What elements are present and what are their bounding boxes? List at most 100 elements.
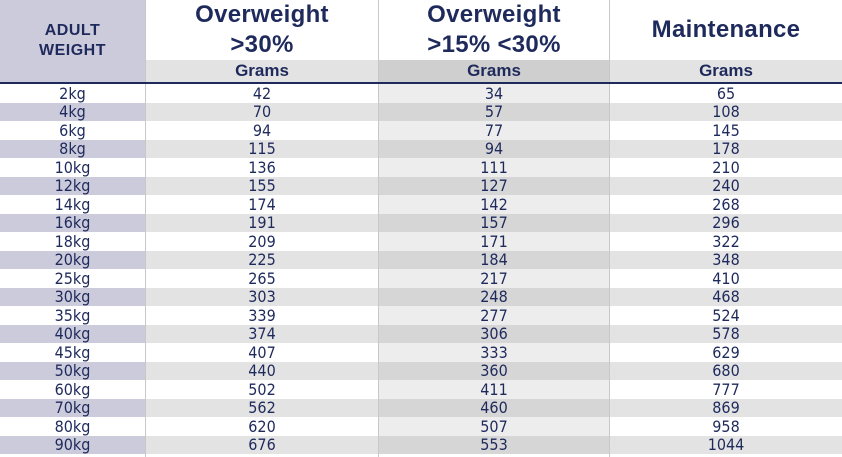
maintenance-cell: 108 [610,102,842,121]
overweight-15-30-cell: 306 [379,324,609,343]
column-divider [378,0,379,457]
weight-cell: 40kg [0,324,145,343]
overweight-15-30-unit: Grams [379,60,609,82]
maintenance-header-line1: Maintenance [651,16,801,43]
overweight-30-cell: 42 [146,84,378,103]
table-row: 90kg 676 553 1044 [0,435,842,454]
weight-cell: 60kg [0,380,145,399]
overweight-15-30-header-line1: Overweight [427,1,561,28]
header-divider [0,82,842,84]
overweight-15-30-cell: 460 [379,398,609,417]
overweight-15-30-cell: 184 [379,250,609,269]
table-row: 14kg 174 142 268 [0,195,842,214]
table-row: 4kg 70 57 108 [0,102,842,121]
column-divider [145,0,146,457]
overweight-30-cell: 407 [146,343,378,362]
maintenance-cell: 629 [610,343,842,362]
overweight-30-cell: 502 [146,380,378,399]
overweight-15-30-cell: 277 [379,306,609,325]
overweight-15-30-cell: 507 [379,417,609,436]
overweight-15-30-cell: 57 [379,102,609,121]
weight-cell: 80kg [0,417,145,436]
weight-cell: 50kg [0,361,145,380]
maintenance-cell: 65 [610,84,842,103]
overweight-30-header-line1: Overweight [195,1,329,28]
adult-weight-header-line1: ADULT [44,22,101,39]
table-row: 12kg 155 127 240 [0,176,842,195]
overweight-15-30-cell: 77 [379,121,609,140]
overweight-15-30-cell: 142 [379,195,609,214]
adult-weight-header: ADULT WEIGHT [0,0,145,82]
table-row: 30kg 303 248 468 [0,287,842,306]
weight-cell: 10kg [0,158,145,177]
weight-cell: 25kg [0,269,145,288]
overweight-15-30-cell: 333 [379,343,609,362]
weight-cell: 30kg [0,287,145,306]
overweight-15-30-cell: 360 [379,361,609,380]
overweight-30-unit: Grams [146,60,378,82]
weight-cell: 35kg [0,306,145,325]
overweight-30-cell: 440 [146,361,378,380]
overweight-30-cell: 94 [146,121,378,140]
maintenance-cell: 680 [610,361,842,380]
table-row: 80kg 620 507 958 [0,417,842,436]
weight-cell: 90kg [0,435,145,454]
overweight-30-cell: 265 [146,269,378,288]
overweight-30-cell: 115 [146,139,378,158]
overweight-30-cell: 209 [146,232,378,251]
overweight-30-cell: 374 [146,324,378,343]
overweight-30-cell: 174 [146,195,378,214]
table-row: 6kg 94 77 145 [0,121,842,140]
overweight-15-30-cell: 411 [379,380,609,399]
table-row: 40kg 374 306 578 [0,324,842,343]
overweight-30-header-line2: >30% [230,31,294,58]
overweight-15-30-header-line2: >15% <30% [427,31,561,58]
weight-cell: 20kg [0,250,145,269]
table-row: 35kg 339 277 524 [0,306,842,325]
table-row: 20kg 225 184 348 [0,250,842,269]
maintenance-cell: 777 [610,380,842,399]
overweight-30-cell: 70 [146,102,378,121]
maintenance-cell: 869 [610,398,842,417]
maintenance-cell: 410 [610,269,842,288]
maintenance-cell: 322 [610,232,842,251]
overweight-30-cell: 191 [146,213,378,232]
weight-cell: 16kg [0,213,145,232]
weight-cell: 4kg [0,102,145,121]
overweight-15-30-cell: 217 [379,269,609,288]
maintenance-cell: 268 [610,195,842,214]
maintenance-cell: 145 [610,121,842,140]
table-row: 16kg 191 157 296 [0,213,842,232]
table-row: 10kg 136 111 210 [0,158,842,177]
overweight-15-30-cell: 34 [379,84,609,103]
overweight-30-header: Overweight >30% [146,0,378,60]
maintenance-cell: 578 [610,324,842,343]
overweight-30-cell: 225 [146,250,378,269]
maintenance-cell: 240 [610,176,842,195]
weight-cell: 8kg [0,139,145,158]
weight-cell: 70kg [0,398,145,417]
adult-weight-header-line2: WEIGHT [39,42,106,59]
weight-cell: 6kg [0,121,145,140]
table-row: 50kg 440 360 680 [0,361,842,380]
maintenance-cell: 348 [610,250,842,269]
overweight-30-cell: 303 [146,287,378,306]
maintenance-unit: Grams [610,60,842,82]
table-row: 70kg 562 460 869 [0,398,842,417]
overweight-30-cell: 339 [146,306,378,325]
overweight-30-cell: 155 [146,176,378,195]
maintenance-cell: 524 [610,306,842,325]
table-row: 2kg 42 34 65 [0,84,842,103]
weight-cell: 45kg [0,343,145,362]
overweight-30-cell: 620 [146,417,378,436]
table-row: 8kg 115 94 178 [0,139,842,158]
maintenance-cell: 210 [610,158,842,177]
weight-cell: 18kg [0,232,145,251]
overweight-30-cell: 136 [146,158,378,177]
maintenance-cell: 958 [610,417,842,436]
table-row: 45kg 407 333 629 [0,343,842,362]
overweight-15-30-header: Overweight >15% <30% [379,0,609,60]
maintenance-cell: 1044 [610,435,842,454]
table-row: 25kg 265 217 410 [0,269,842,288]
